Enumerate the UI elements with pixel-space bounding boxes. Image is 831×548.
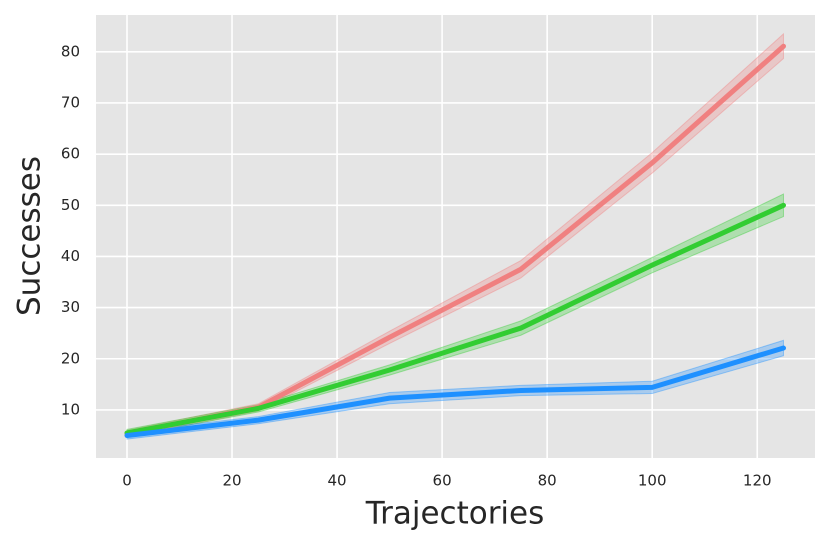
x-tick-label: 20 — [222, 472, 241, 490]
line — [124, 345, 786, 438]
y-tick-label: 30 — [61, 298, 80, 316]
line — [124, 202, 786, 436]
x-tick-label: 120 — [743, 472, 772, 490]
x-tick-label: 80 — [538, 472, 557, 490]
y-tick-label: 70 — [61, 93, 80, 111]
y-tick-label: 60 — [61, 145, 80, 163]
confidence-band — [126, 32, 784, 439]
y-tick-label: 40 — [61, 247, 80, 265]
x-axis-label: Trajectories — [365, 496, 545, 532]
y-tick-label: 80 — [61, 42, 80, 60]
x-tick-label: 0 — [122, 472, 132, 490]
plot-background — [96, 15, 815, 458]
x-tick-label: 40 — [328, 472, 347, 490]
x-tick-label: 100 — [638, 472, 667, 490]
x-tick-label: 60 — [433, 472, 452, 490]
y-tick-label: 20 — [61, 349, 80, 367]
confidence-band — [126, 193, 784, 438]
y-tick-label: 10 — [61, 400, 80, 418]
y-axis-label: Successes — [12, 156, 48, 316]
y-tick-label: 50 — [61, 196, 80, 214]
